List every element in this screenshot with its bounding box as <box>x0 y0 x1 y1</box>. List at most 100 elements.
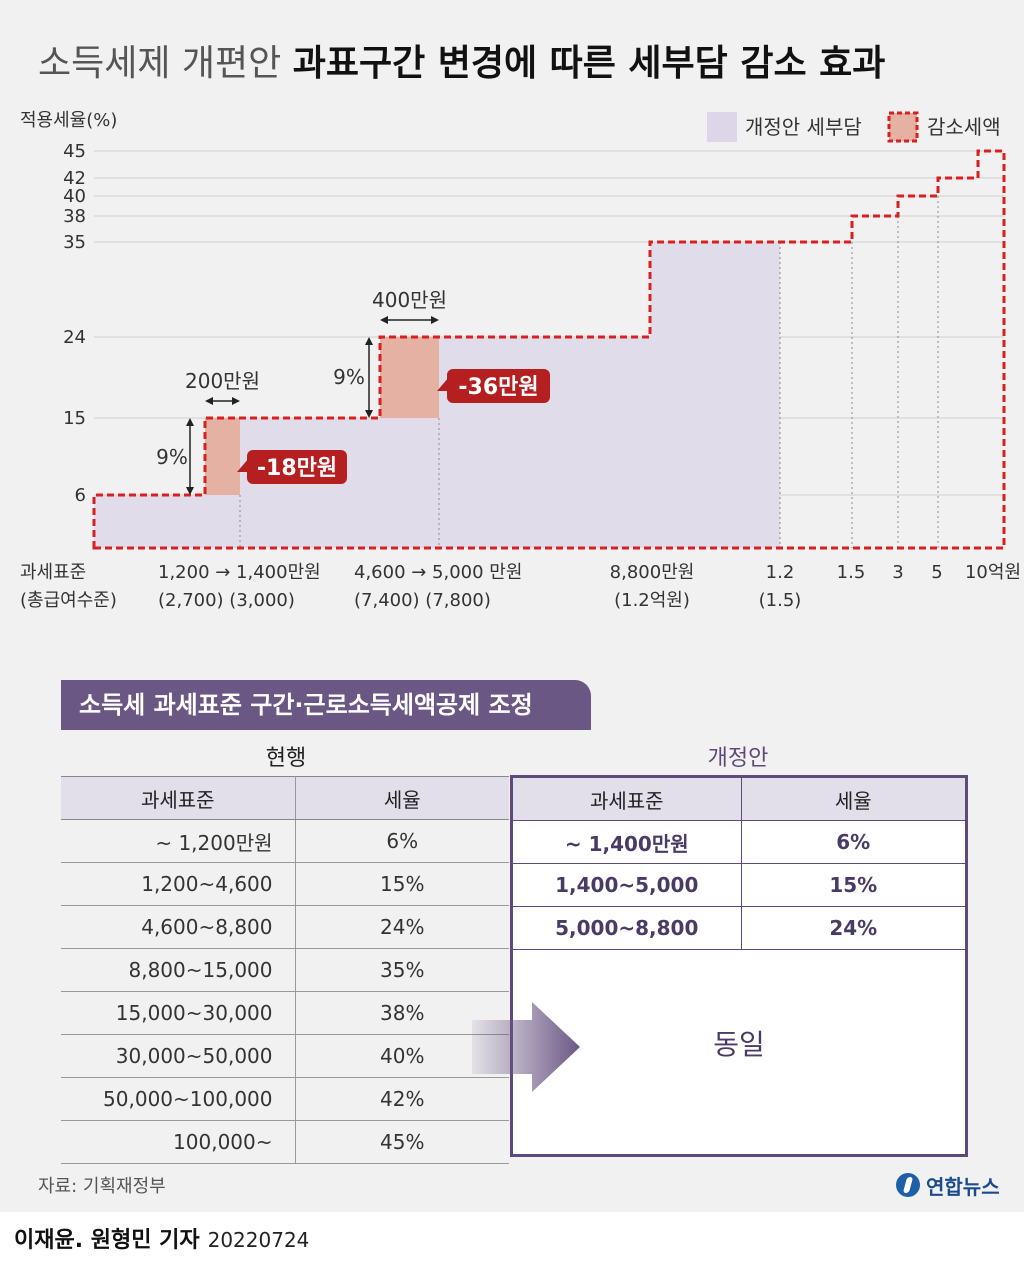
x-tick-label: 8,800만원 <box>610 562 695 583</box>
width-label: 400만원 <box>372 288 447 312</box>
y-tick-label: 15 <box>63 408 86 429</box>
saving-callout-label: -18만원 <box>257 456 337 481</box>
rate-cell: 15% <box>295 862 509 906</box>
current-heading: 현행 <box>265 746 307 771</box>
arrow-head <box>365 410 373 418</box>
bracket-cell: 50,000~100,000 <box>61 1077 296 1121</box>
legend-label-saving: 감소세액 <box>927 115 1001 139</box>
column-header: 과세표준 <box>61 776 296 820</box>
byline: 이재윤. 원형민 기자 20220724 <box>14 1222 309 1254</box>
rate-gap-label: 9% <box>333 365 365 389</box>
x-tick-sublabel: (2,700) (3,000) <box>158 590 295 611</box>
column-header: 세율 <box>295 776 509 820</box>
callout-pointer <box>237 458 249 472</box>
title-prefix: 소득세제 개편안 <box>38 43 282 84</box>
bracket-cell: 30,000~50,000 <box>61 1034 296 1078</box>
byline-names: 이재윤. 원형민 기자 <box>14 1228 200 1253</box>
reform-table-box: 과세표준 세율 ~ 1,400만원 6% 1,400~5,000 15% 5,000… <box>510 775 968 1157</box>
bracket-cell: 1,400~5,000 <box>513 863 742 907</box>
arrow-head <box>365 337 373 345</box>
x-tick-label: 4,600 → 5,000 만원 <box>354 562 522 583</box>
brand-mark-icon <box>896 1173 920 1197</box>
byline-date: 20220724 <box>207 1228 310 1252</box>
brand-name: 연합뉴스 <box>926 1174 1000 1199</box>
table-header-row: 과세표준 세율 <box>513 778 965 821</box>
column-header: 과세표준 <box>513 778 742 821</box>
tax-saving-bar <box>205 418 240 495</box>
x-tick-label: 1.5 <box>837 562 866 583</box>
table-row: 50,000~100,000 42% <box>61 1077 509 1121</box>
saving-callout-box <box>247 450 347 484</box>
bracket-cell: 15,000~30,000 <box>61 991 296 1035</box>
y-tick-label: 6 <box>75 485 86 506</box>
bracket-cell: ~ 1,400만원 <box>513 820 742 864</box>
table-row: 1,400~5,000 15% <box>513 863 965 907</box>
bracket-cell: 8,800~15,000 <box>61 948 296 992</box>
table-header-row: 과세표준 세율 <box>61 776 509 820</box>
rate-cell: 42% <box>295 1077 509 1121</box>
bracket-cell: ~ 1,200만원 <box>61 819 296 863</box>
y-tick-label: 38 <box>63 206 86 227</box>
y-tick-label: 35 <box>63 232 86 253</box>
arrow-head <box>232 397 240 405</box>
reform-rate-table: 과세표준 세율 ~ 1,400만원 6% 1,400~5,000 15% 5,000… <box>513 778 965 950</box>
right-arrow-icon <box>472 1002 580 1092</box>
y-tick-label: 45 <box>63 141 86 162</box>
bracket-cell: 100,000~ <box>61 1120 296 1164</box>
legend-swatch-saving <box>887 111 919 143</box>
current-rate-table: 과세표준 세율 ~ 1,200만원 6% 1,200~4,600 15% 4,600… <box>61 776 509 1164</box>
legend-swatch-reform <box>707 112 737 142</box>
saving-callout-box <box>447 369 550 403</box>
table-row: 1,200~4,600 15% <box>61 862 509 906</box>
arrow-head <box>186 487 194 495</box>
rate-cell: 45% <box>295 1120 509 1164</box>
unchanged-label: 동일 <box>713 1028 765 1061</box>
x-tick-label: 5 <box>931 562 942 583</box>
table-row: 30,000~50,000 40% <box>61 1034 509 1078</box>
x-tick-sublabel: (1.5) <box>759 590 802 611</box>
brand-logo: 연합뉴스 <box>896 1170 1000 1200</box>
source-note: 자료: 기획재정부 <box>38 1176 166 1197</box>
arrow-head <box>380 316 388 324</box>
y-tick-label: 24 <box>63 327 86 348</box>
table-row: 15,000~30,000 38% <box>61 991 509 1035</box>
y-tick-label: 42 <box>63 168 86 189</box>
title-main: 과표구간 변경에 따른 세부담 감소 효과 <box>292 43 886 84</box>
rate-cell: 24% <box>741 906 965 950</box>
table-row: 100,000~ 45% <box>61 1120 509 1164</box>
rate-cell: 24% <box>295 905 509 949</box>
bracket-cell: 5,000~8,800 <box>513 906 742 950</box>
reform-heading: 개정안 <box>707 746 769 771</box>
x-tick-label: 1,200 → 1,400만원 <box>158 562 321 583</box>
table-row: 8,800~15,000 35% <box>61 948 509 992</box>
x-tick-sublabel: (7,400) (7,800) <box>354 590 491 611</box>
x-axis-caption-sub: (총급여수준) <box>20 590 117 611</box>
y-tick-label: 40 <box>63 186 86 207</box>
bracket-cell: 4,600~8,800 <box>61 905 296 949</box>
arrow-head <box>431 316 439 324</box>
column-header: 세율 <box>741 778 965 821</box>
saving-callout-label: -36만원 <box>458 375 538 400</box>
section-title: 소득세 과세표준 구간·근로소득세액공제 조정 <box>61 680 591 730</box>
arrow-head <box>186 418 194 426</box>
tax-saving-bar <box>380 337 439 418</box>
table-row: 4,600~8,800 24% <box>61 905 509 949</box>
x-tick-label: 10억원 <box>965 562 1021 583</box>
y-axis-label: 적용세율(%) <box>20 110 117 131</box>
x-tick-sublabel: (1.2억원) <box>614 590 690 611</box>
width-label: 200만원 <box>185 369 260 393</box>
table-row: 5,000~8,800 24% <box>513 906 965 950</box>
legend-label-reform: 개정안 세부담 <box>745 115 862 139</box>
rate-cell: 6% <box>295 819 509 863</box>
rate-cell: 35% <box>295 948 509 992</box>
x-tick-label: 3 <box>892 562 903 583</box>
bracket-cell: 1,200~4,600 <box>61 862 296 906</box>
rate-cell: 15% <box>741 863 965 907</box>
x-tick-label: 1.2 <box>766 562 795 583</box>
rate-gap-label: 9% <box>156 445 188 469</box>
rate-cell: 6% <box>741 820 965 864</box>
table-row: ~ 1,200만원 6% <box>61 819 509 863</box>
arrow-head <box>205 397 213 405</box>
callout-pointer <box>437 377 449 391</box>
